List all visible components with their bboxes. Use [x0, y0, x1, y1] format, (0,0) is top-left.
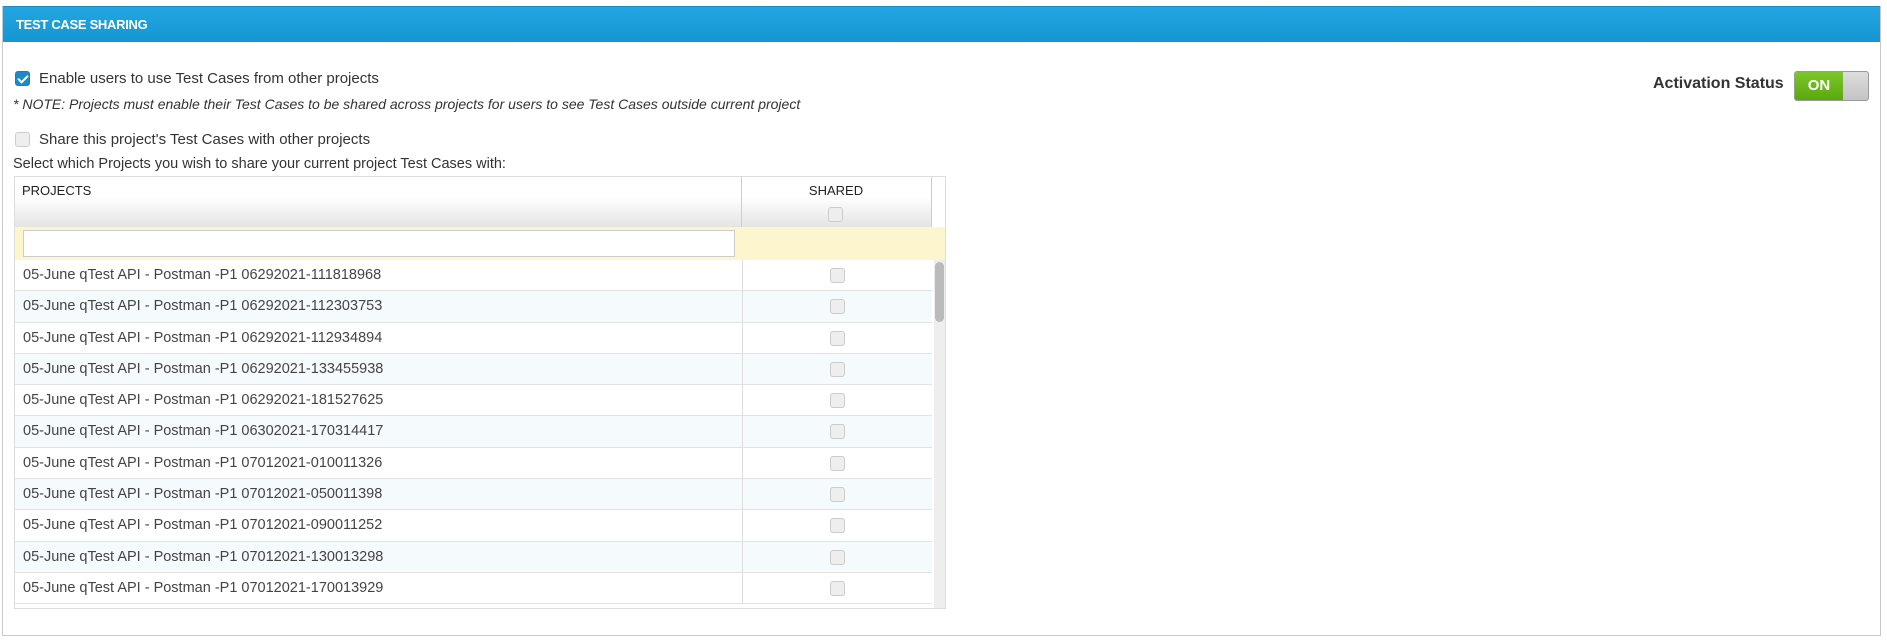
note-text: * NOTE: Projects must enable their Test … [13, 96, 801, 112]
table-row[interactable]: 05-June qTest API - Postman -P1 07012021… [15, 510, 933, 542]
table-header: PROJECTS SHARED [15, 177, 932, 228]
enable-users-checkbox[interactable] [15, 71, 30, 86]
project-name: 05-June qTest API - Postman -P1 07012021… [23, 579, 384, 596]
table-row[interactable]: 05-June qTest API - Postman -P1 07012021… [15, 572, 933, 605]
shared-cell [742, 447, 933, 479]
scrollbar-thumb[interactable] [935, 262, 944, 322]
activation-status-label: Activation Status [1653, 75, 1784, 92]
table-row[interactable]: 05-June qTest API - Postman -P1 06292021… [15, 322, 933, 354]
shared-checkbox[interactable] [830, 549, 845, 565]
shared-cell [742, 572, 933, 604]
panel-header: TEST CASE SHARING [3, 6, 1880, 42]
project-filter-input[interactable] [23, 230, 735, 257]
panel-title: TEST CASE SHARING [16, 17, 148, 32]
share-project-checkbox[interactable] [15, 132, 30, 147]
project-name: 05-June qTest API - Postman -P1 06292021… [23, 360, 384, 377]
shared-cell [742, 291, 933, 322]
column-projects-label: PROJECTS [22, 183, 92, 198]
shared-checkbox[interactable] [830, 424, 845, 440]
toggle-on-label: ON [1795, 72, 1843, 100]
shared-cell [742, 416, 933, 447]
shared-checkbox[interactable] [830, 455, 845, 471]
table-row[interactable]: 05-June qTest API - Postman -P1 07012021… [15, 447, 933, 480]
shared-cell [742, 353, 933, 385]
project-name: 05-June qTest API - Postman -P1 07012021… [23, 486, 383, 503]
shared-checkbox[interactable] [830, 487, 845, 503]
project-name: 05-June qTest API - Postman -P1 06292021… [23, 298, 383, 315]
table-row[interactable]: 05-June qTest API - Postman -P1 06302021… [15, 416, 933, 448]
shared-checkbox[interactable] [830, 518, 845, 534]
shared-cell [742, 479, 933, 510]
shared-checkbox[interactable] [830, 330, 845, 346]
shared-checkbox[interactable] [830, 580, 845, 596]
project-name: 05-June qTest API - Postman -P1 06292021… [23, 392, 384, 409]
share-project-label: Share this project's Test Cases with oth… [39, 131, 371, 148]
table-row[interactable]: 05-June qTest API - Postman -P1 06292021… [15, 385, 933, 417]
project-name: 05-June qTest API - Postman -P1 07012021… [23, 548, 384, 565]
table-row[interactable]: 05-June qTest API - Postman -P1 06292021… [15, 291, 933, 323]
project-name: 05-June qTest API - Postman -P1 06292021… [23, 329, 383, 346]
project-name: 05-June qTest API - Postman -P1 07012021… [23, 454, 383, 471]
column-header-projects[interactable]: PROJECTS [15, 177, 742, 227]
project-name: 05-June qTest API - Postman -P1 06302021… [23, 423, 384, 440]
table-row[interactable]: 05-June qTest API - Postman -P1 07012021… [15, 541, 933, 573]
shared-checkbox[interactable] [830, 268, 845, 283]
column-header-shared[interactable]: SHARED [741, 177, 932, 227]
table-body: 05-June qTest API - Postman -P1 06292021… [15, 260, 933, 605]
table-row[interactable]: 05-June qTest API - Postman -P1 07012021… [15, 479, 933, 511]
column-shared-label: SHARED [808, 183, 864, 198]
activation-toggle[interactable]: ON [1794, 71, 1869, 101]
projects-table: PROJECTS SHARED 05-June qTest API - Post… [14, 176, 946, 609]
test-case-sharing-panel: TEST CASE SHARING [2, 6, 1881, 636]
enable-users-label: Enable users to use Test Cases from othe… [39, 70, 379, 87]
select-all-shared-checkbox[interactable] [828, 207, 843, 222]
shared-checkbox[interactable] [830, 361, 845, 377]
table-row[interactable]: 05-June qTest API - Postman -P1 06292021… [15, 260, 933, 292]
select-prompt: Select which Projects you wish to share … [13, 156, 506, 172]
shared-checkbox[interactable] [830, 393, 845, 409]
shared-cell [742, 541, 933, 572]
table-row[interactable]: 05-June qTest API - Postman -P1 06292021… [15, 353, 933, 386]
table-scrollbar[interactable] [934, 260, 945, 608]
project-name: 05-June qTest API - Postman -P1 07012021… [23, 517, 383, 534]
shared-cell [742, 510, 933, 541]
shared-checkbox[interactable] [830, 299, 845, 315]
shared-cell [742, 385, 933, 416]
shared-cell [742, 260, 933, 291]
project-name: 05-June qTest API - Postman -P1 06292021… [23, 267, 382, 283]
shared-cell [742, 322, 933, 353]
filter-row [15, 227, 945, 260]
